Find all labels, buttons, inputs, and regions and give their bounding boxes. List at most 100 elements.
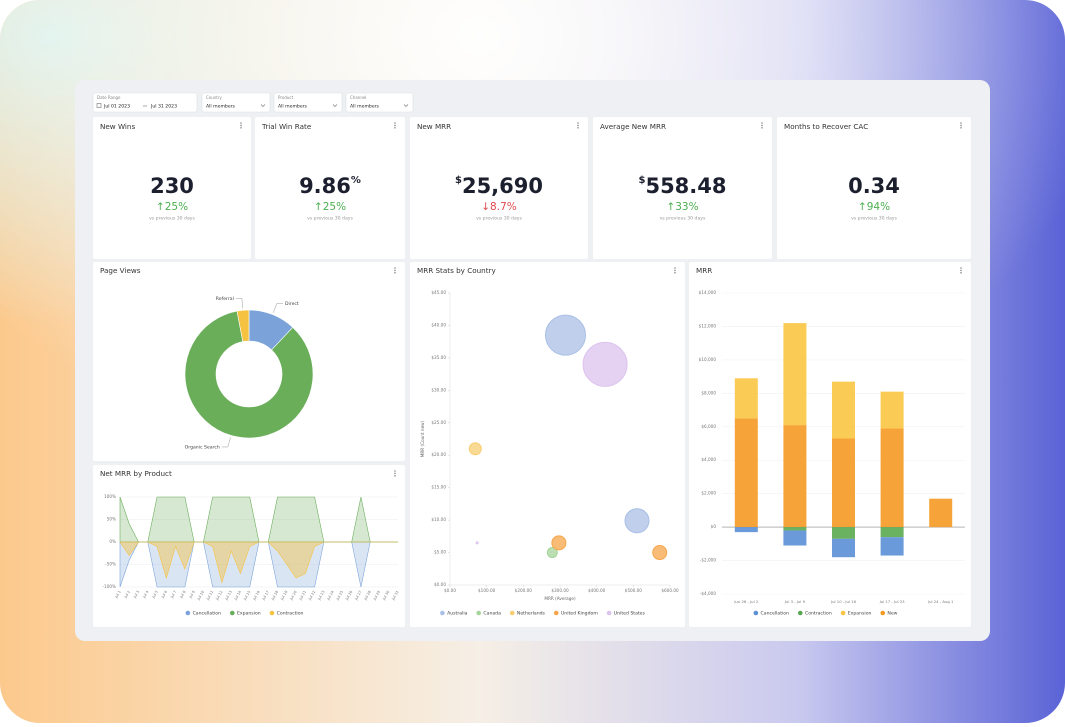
legend-marker bbox=[553, 610, 559, 616]
y-tick-label: 0% bbox=[109, 539, 116, 544]
menu-dot bbox=[674, 269, 676, 272]
x-tick-label: Jul 22 bbox=[307, 590, 316, 602]
y-tick-label: $10,000 bbox=[699, 357, 717, 362]
panel bbox=[93, 465, 405, 627]
kpi-note: vs previous 30 days bbox=[307, 216, 353, 222]
kpi-title: New MRR bbox=[417, 122, 451, 131]
panel bbox=[255, 117, 405, 259]
menu-dot bbox=[394, 269, 396, 272]
chart-title: Page Views bbox=[100, 266, 141, 275]
legend-marker bbox=[606, 610, 612, 616]
y-tick-label: $10.00 bbox=[431, 517, 446, 522]
panel bbox=[93, 262, 405, 461]
menu-dot bbox=[960, 124, 962, 127]
x-tick-label: Jul 4 bbox=[142, 589, 150, 599]
kpi-value: $25,690 bbox=[455, 174, 543, 198]
kpi-change: ↑94% bbox=[858, 201, 890, 213]
x-tick-label: Jul 21 bbox=[298, 590, 307, 602]
legend-label: United States bbox=[614, 611, 646, 617]
x-tick-label: Jul 8 bbox=[179, 589, 187, 599]
donut-slice bbox=[236, 309, 250, 342]
kpi-number: 0.34 bbox=[848, 174, 900, 198]
kpi-note: vs previous 30 days bbox=[851, 216, 897, 222]
x-tick-label: Jul 23 bbox=[317, 590, 326, 602]
bubble bbox=[545, 314, 586, 356]
menu-dot bbox=[674, 267, 676, 269]
x-tick-label: Jul 13 bbox=[224, 590, 233, 602]
menu-dot bbox=[761, 124, 763, 127]
y-tick-label: $0.00 bbox=[434, 582, 446, 587]
x-tick-label: Jul 5 bbox=[151, 590, 159, 600]
bar-segment bbox=[832, 538, 855, 558]
x-tick-label: Jul 1 bbox=[114, 590, 122, 600]
x-tick-label: $0.00 bbox=[444, 588, 456, 593]
kpi-value: 0.34 bbox=[848, 174, 900, 198]
legend-marker bbox=[269, 610, 275, 616]
menu-dot bbox=[394, 124, 396, 127]
legend-label: New bbox=[887, 611, 897, 617]
menu-dot bbox=[577, 124, 579, 127]
filter-box[interactable] bbox=[201, 92, 271, 113]
legend-marker bbox=[440, 610, 445, 616]
x-tick-label: $500.00 bbox=[625, 588, 643, 593]
x-tick-label: Jul 10 bbox=[196, 589, 205, 601]
bar-segment bbox=[734, 378, 758, 419]
legend-label: United Kingdom bbox=[561, 611, 598, 617]
menu-dot bbox=[960, 272, 962, 274]
menu-dot bbox=[394, 122, 396, 124]
menu-dot bbox=[761, 122, 763, 124]
legend-marker bbox=[880, 610, 886, 616]
x-tick-label: Jul 19 bbox=[280, 589, 289, 601]
slice-label: Referral bbox=[216, 296, 234, 302]
kpi-title: Months to Recover CAC bbox=[784, 122, 868, 131]
legend-label: Australia bbox=[447, 611, 468, 617]
filter-value: All members bbox=[206, 104, 236, 110]
legend-label: Canada bbox=[483, 611, 501, 617]
filter-box[interactable] bbox=[273, 92, 343, 113]
y-tick-label: $2,000 bbox=[701, 491, 716, 496]
area-series bbox=[119, 541, 398, 584]
menu-dot bbox=[394, 267, 396, 269]
chart-title: MRR Stats by Country bbox=[417, 266, 497, 275]
kpi-number: 25,690 bbox=[462, 174, 543, 198]
menu-dot bbox=[240, 127, 242, 129]
menu-dot bbox=[761, 127, 763, 129]
calendar-icon bbox=[96, 103, 102, 108]
leader-line bbox=[235, 298, 244, 309]
x-tick-label: Jul 31 bbox=[391, 590, 400, 602]
kpi-title: Average New MRR bbox=[600, 122, 666, 131]
kpi-number: 230 bbox=[150, 174, 194, 198]
filter-value: All members bbox=[350, 104, 380, 110]
chart-title: MRR bbox=[696, 266, 712, 275]
bar-segment bbox=[783, 530, 807, 546]
legend-marker bbox=[476, 610, 482, 616]
menu-dot bbox=[394, 472, 396, 475]
filter-value: Jul 31 2023 bbox=[150, 104, 177, 110]
y-tick-label: $40.00 bbox=[431, 322, 446, 327]
bar-segment bbox=[734, 527, 758, 533]
filter-box[interactable] bbox=[92, 92, 198, 113]
menu-dot bbox=[240, 122, 242, 124]
dropdown-caret bbox=[260, 104, 266, 107]
bar-segment bbox=[783, 323, 807, 426]
dropdown-caret bbox=[332, 104, 338, 107]
x-tick-label: Jul 14 bbox=[233, 589, 242, 601]
x-tick-label: Jul 16 bbox=[252, 589, 261, 601]
bar-segment bbox=[880, 537, 904, 556]
bubble bbox=[468, 442, 482, 456]
kpi-note: vs previous 30 days bbox=[660, 216, 706, 222]
panel bbox=[777, 117, 971, 259]
filter-box[interactable] bbox=[345, 92, 414, 113]
menu-dot bbox=[960, 267, 962, 269]
menu-dot bbox=[960, 127, 962, 129]
y-tick-label: -50% bbox=[105, 562, 116, 567]
x-tick-label: Jul 26 bbox=[344, 589, 353, 601]
legend-marker bbox=[185, 610, 191, 616]
bar-segment bbox=[783, 527, 807, 531]
kpi-number: 558.48 bbox=[645, 174, 726, 198]
leader-line bbox=[221, 437, 231, 448]
menu-dot bbox=[674, 272, 676, 274]
slice-label: Direct bbox=[285, 301, 299, 307]
filter-value: All members bbox=[278, 104, 308, 110]
y-tick-label: $8,000 bbox=[701, 390, 716, 395]
